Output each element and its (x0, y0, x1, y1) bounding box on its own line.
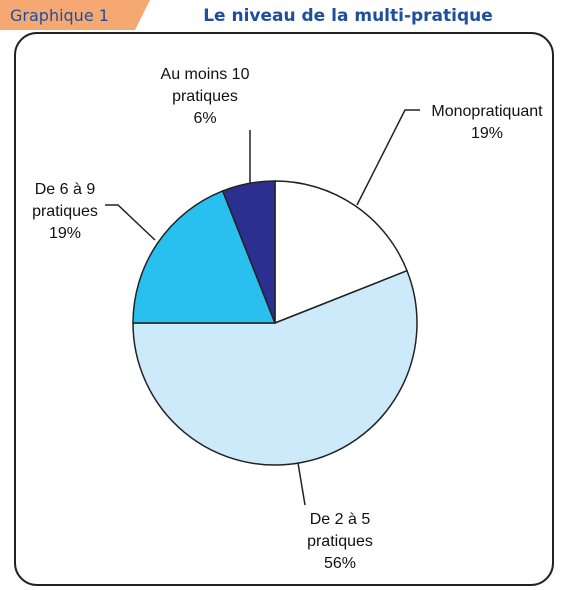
slice-label: Au moins 10 pratiques 6% (150, 64, 260, 130)
slice-label: Monopratiquant 19% (407, 101, 565, 145)
slice-name: Monopratiquant (431, 103, 543, 120)
leader-line (356, 109, 420, 206)
figure-tab (0, 0, 150, 30)
leader-lines (105, 109, 420, 506)
leader-line (297, 462, 306, 506)
slice-value: 6% (193, 110, 217, 127)
slice-label: De 2 à 5 pratiques 56% (290, 509, 390, 575)
slice-name: De 2 à 5 pratiques (307, 511, 373, 550)
slice-name: Au moins 10 pratiques (160, 66, 250, 105)
pie-slice (132, 269, 418, 466)
frame (14, 32, 554, 586)
leader-line (105, 204, 156, 241)
chart-title: Le niveau de la multi-pratique (203, 6, 493, 26)
slice-value: 56% (323, 555, 357, 572)
slice-value: 19% (48, 225, 82, 242)
figure-label: Graphique 1 (10, 6, 109, 25)
pie-slice (274, 180, 409, 325)
pie-slice (132, 189, 277, 324)
pie-slice (221, 180, 276, 324)
slice-name: De 6 à 9 pratiques (32, 181, 98, 220)
slice-label: De 6 à 9 pratiques 19% (15, 179, 115, 245)
slice-value: 19% (470, 125, 504, 142)
